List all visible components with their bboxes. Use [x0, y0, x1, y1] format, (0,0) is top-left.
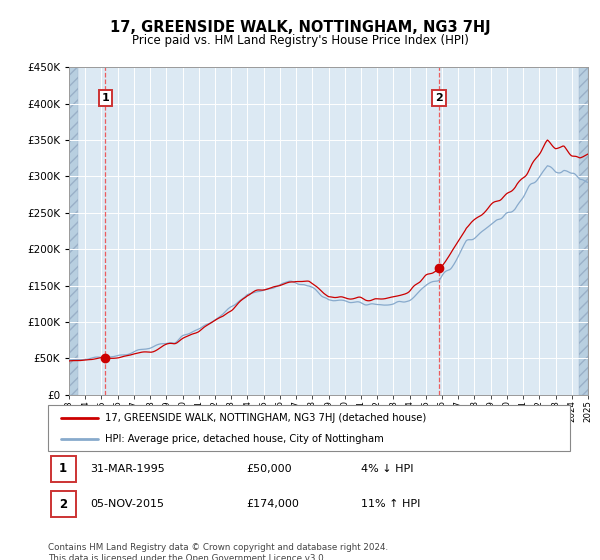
Bar — [579, 67, 588, 395]
Text: 05-NOV-2015: 05-NOV-2015 — [90, 499, 164, 509]
Text: Contains HM Land Registry data © Crown copyright and database right 2024.
This d: Contains HM Land Registry data © Crown c… — [48, 543, 388, 560]
Text: 1: 1 — [59, 463, 67, 475]
Text: HPI: Average price, detached house, City of Nottingham: HPI: Average price, detached house, City… — [106, 435, 384, 444]
Text: 2: 2 — [436, 94, 443, 104]
Text: £174,000: £174,000 — [247, 499, 299, 509]
Text: 17, GREENSIDE WALK, NOTTINGHAM, NG3 7HJ (detached house): 17, GREENSIDE WALK, NOTTINGHAM, NG3 7HJ … — [106, 413, 427, 423]
Text: Price paid vs. HM Land Registry's House Price Index (HPI): Price paid vs. HM Land Registry's House … — [131, 34, 469, 46]
Text: £50,000: £50,000 — [247, 464, 292, 474]
Text: 11% ↑ HPI: 11% ↑ HPI — [361, 499, 421, 509]
FancyBboxPatch shape — [48, 405, 570, 451]
Text: 31-MAR-1995: 31-MAR-1995 — [90, 464, 164, 474]
Text: 17, GREENSIDE WALK, NOTTINGHAM, NG3 7HJ: 17, GREENSIDE WALK, NOTTINGHAM, NG3 7HJ — [110, 20, 490, 35]
Text: 2: 2 — [59, 497, 67, 511]
FancyBboxPatch shape — [50, 491, 76, 517]
Bar — [69, 67, 78, 395]
FancyBboxPatch shape — [50, 456, 76, 482]
Text: 1: 1 — [101, 94, 109, 104]
Text: 4% ↓ HPI: 4% ↓ HPI — [361, 464, 414, 474]
